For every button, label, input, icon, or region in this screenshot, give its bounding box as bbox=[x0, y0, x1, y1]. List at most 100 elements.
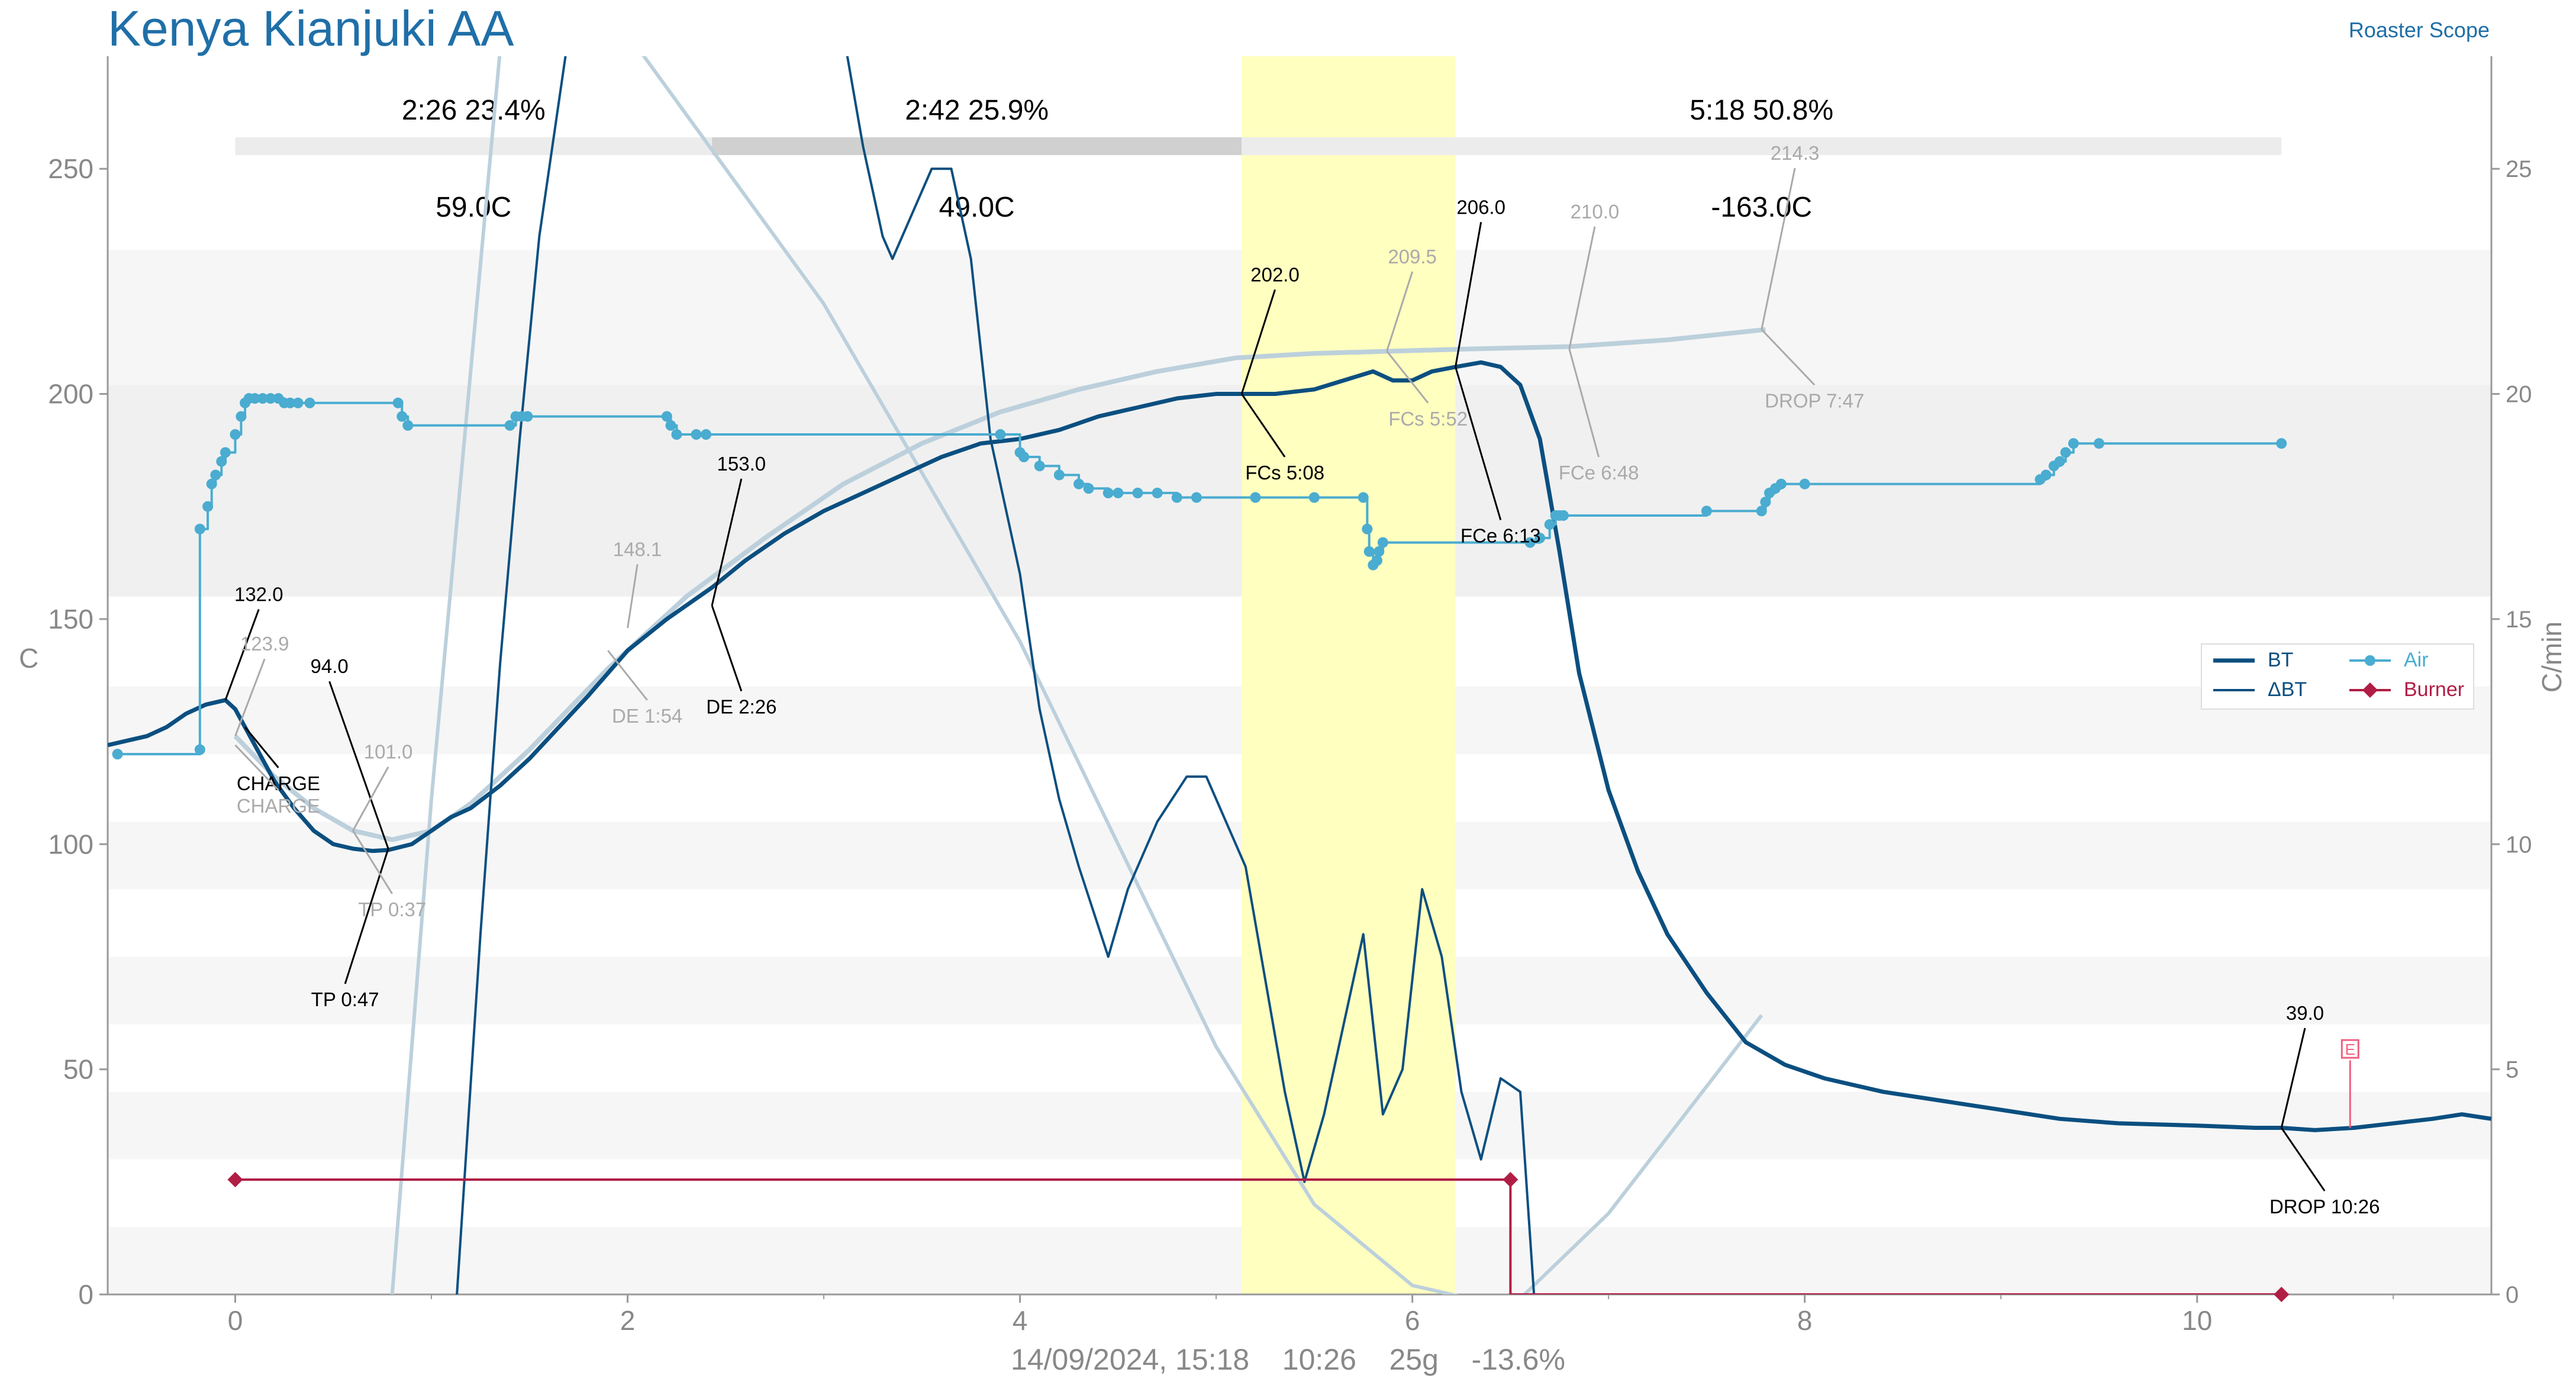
x-tick-label: 10 bbox=[2182, 1305, 2212, 1336]
y2-tick-label: 5 bbox=[2506, 1057, 2519, 1083]
phase-bar bbox=[235, 137, 2282, 155]
legend-label: BT bbox=[2268, 649, 2293, 671]
roaster-scope-label[interactable]: Roaster Scope bbox=[2348, 18, 2490, 42]
annotation-leader bbox=[627, 564, 639, 629]
event-marker-label: E bbox=[2345, 1041, 2355, 1058]
air-point bbox=[257, 393, 268, 404]
y2-tick-label: 0 bbox=[2506, 1282, 2519, 1308]
annotation-label: FCe 6:13 bbox=[1461, 525, 1541, 547]
air-point bbox=[1053, 469, 1065, 481]
y2-tick-label: 25 bbox=[2506, 156, 2532, 182]
event-annotations: 132.0 CHARGE 123.9 CHARGE 94.0 TP 0:47 101.0 TP… bbox=[224, 142, 2380, 1217]
annotation-leader bbox=[1386, 350, 1429, 404]
annotation-label: 123.9 bbox=[240, 633, 289, 655]
phase-time-label: 2:42 25.9% bbox=[905, 95, 1049, 126]
y2-tick-label: 15 bbox=[2506, 607, 2532, 633]
air-point bbox=[1362, 523, 1373, 534]
air-point bbox=[2276, 438, 2287, 449]
air-point bbox=[1034, 460, 1045, 472]
air-point bbox=[2040, 469, 2052, 481]
phase-development bbox=[1242, 137, 2282, 155]
air-point bbox=[220, 447, 231, 458]
annotation-label: CHARGE bbox=[237, 772, 320, 794]
air-point bbox=[402, 420, 414, 431]
air-point bbox=[1308, 492, 1320, 503]
annotation-label: DROP 10:26 bbox=[2269, 1196, 2380, 1217]
annotation-leader bbox=[1568, 226, 1596, 349]
annotation-label: FCs 5:08 bbox=[1245, 462, 1324, 484]
burner-line bbox=[235, 1178, 2282, 1294]
phase-temp-label: 49.0C bbox=[939, 192, 1015, 223]
roast-footer: 14/09/2024, 15:18 10:26 25g -13.6% bbox=[0, 1342, 2576, 1377]
phase-time-label: 5:18 50.8% bbox=[1690, 95, 1833, 126]
air-point bbox=[1102, 487, 1114, 498]
annotation-label: TP 0:47 bbox=[311, 988, 379, 1010]
air-point bbox=[995, 429, 1006, 440]
air-point bbox=[1152, 487, 1163, 498]
annotation-label: CHARGE bbox=[237, 795, 320, 817]
first-crack-window bbox=[1242, 56, 1456, 1294]
annotation-label: 101.0 bbox=[364, 741, 413, 763]
annotation-label: 202.0 bbox=[1250, 263, 1300, 285]
air-point bbox=[1358, 492, 1369, 503]
air-point bbox=[392, 397, 404, 408]
x-tick-label: 2 bbox=[620, 1305, 636, 1336]
legend-box bbox=[2201, 643, 2474, 710]
air-point bbox=[210, 469, 221, 481]
burner-point bbox=[1503, 1172, 1518, 1188]
annotation-leader bbox=[1240, 393, 1286, 458]
annotation-leader bbox=[234, 744, 279, 791]
annotation-leader bbox=[711, 605, 743, 692]
legend-label: Burner bbox=[2404, 678, 2464, 701]
air-point bbox=[1073, 478, 1085, 489]
annotation-leader bbox=[352, 830, 393, 894]
y2-tick-label: 10 bbox=[2506, 832, 2532, 858]
air-point bbox=[1524, 537, 1536, 548]
annotation-leader bbox=[244, 726, 279, 768]
y-tick-label: 200 bbox=[48, 379, 94, 410]
annotation-label: 148.1 bbox=[613, 538, 662, 560]
burner-point bbox=[2274, 1287, 2290, 1302]
annotation-label: 214.3 bbox=[1771, 142, 1820, 164]
legend: BT Air ΔBT Burner bbox=[2201, 643, 2474, 710]
air-point bbox=[1191, 492, 1202, 503]
annotation-leader bbox=[1240, 289, 1276, 395]
y2-tick-label: 20 bbox=[2506, 382, 2532, 408]
annotation-leader bbox=[2280, 1028, 2306, 1128]
burner-point bbox=[227, 1172, 243, 1188]
annotation-label: 153.0 bbox=[717, 453, 766, 475]
y-tick-label: 250 bbox=[48, 153, 94, 184]
x-tick-label: 4 bbox=[1013, 1305, 1028, 1336]
annotation-leader bbox=[352, 766, 389, 832]
legend-marker bbox=[2365, 655, 2375, 666]
roast-date: 14/09/2024, 15:18 bbox=[1011, 1343, 1250, 1376]
air-point bbox=[1799, 478, 1810, 489]
y-tick-label: 150 bbox=[48, 604, 94, 634]
annotation-leader bbox=[328, 681, 389, 849]
annotation-label: 206.0 bbox=[1456, 196, 1505, 218]
phase-maillard bbox=[712, 137, 1242, 155]
y-axis-label: C bbox=[19, 643, 38, 674]
y-tick-label: 50 bbox=[63, 1054, 94, 1085]
phase-drying bbox=[235, 137, 712, 155]
air-point bbox=[1558, 510, 1569, 521]
air-point bbox=[2060, 447, 2071, 458]
phase-time-label: 2:26 23.4% bbox=[402, 95, 546, 126]
air-point bbox=[292, 397, 304, 408]
air-point bbox=[1371, 555, 1382, 566]
annotation-leader bbox=[1761, 168, 1796, 330]
annotation-label: DE 1:54 bbox=[612, 705, 682, 727]
air-point bbox=[1374, 546, 1385, 557]
air-point bbox=[2068, 438, 2079, 449]
air-point bbox=[522, 411, 533, 422]
annotation-label: DROP 7:47 bbox=[1765, 389, 1864, 411]
annotation-label: 132.0 bbox=[234, 583, 283, 605]
air-point bbox=[1760, 497, 1771, 508]
air-point bbox=[665, 420, 676, 431]
annotation-label: 39.0 bbox=[2286, 1002, 2324, 1024]
air-point bbox=[396, 411, 408, 422]
annotation-leader bbox=[607, 650, 648, 701]
air-point bbox=[206, 478, 217, 489]
